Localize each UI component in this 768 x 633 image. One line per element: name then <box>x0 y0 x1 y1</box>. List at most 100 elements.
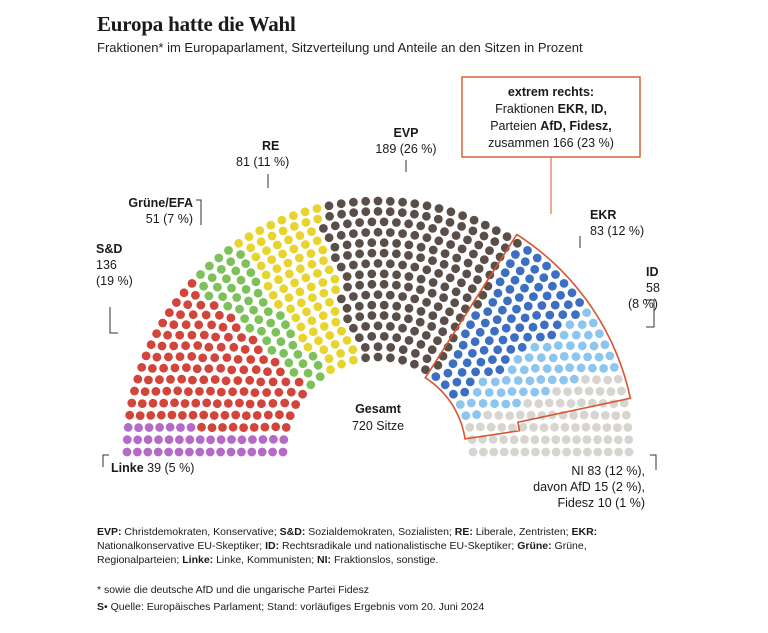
seat-s-d <box>268 399 278 408</box>
seat-ekr <box>520 257 530 267</box>
seat-s-d <box>207 423 217 432</box>
seat-s-d <box>220 410 230 420</box>
seat-gr-ne-efa <box>249 305 258 315</box>
seat-re <box>330 340 340 349</box>
seat-s-d <box>155 375 164 385</box>
seat-gr-ne-efa <box>276 311 285 320</box>
seat-re <box>324 265 334 275</box>
seat-s-d <box>204 364 214 373</box>
seat-s-d <box>240 345 250 354</box>
seat-re <box>279 284 289 294</box>
seat-re <box>313 269 322 278</box>
seat-re <box>318 278 328 287</box>
seat-evp <box>331 253 340 262</box>
seat-id <box>571 330 581 340</box>
seat-ni <box>624 447 634 457</box>
seat-id <box>513 376 523 385</box>
seat-evp <box>404 272 414 281</box>
seat-evp <box>410 262 420 272</box>
seat-id <box>472 387 482 397</box>
seat-s-d <box>182 363 191 372</box>
seat-linke <box>278 447 288 457</box>
seat-s-d <box>229 342 239 352</box>
seat-evp <box>343 219 352 229</box>
seat-evp <box>490 261 500 271</box>
seat-ekr <box>503 296 512 306</box>
seat-linke <box>164 447 174 457</box>
seat-ekr <box>558 310 568 320</box>
seat-gr-ne-efa <box>308 351 318 361</box>
seat-id <box>478 399 488 408</box>
seat-evp <box>361 353 370 363</box>
seat-id <box>577 320 587 330</box>
seat-ekr <box>461 329 470 339</box>
seat-ni <box>509 435 519 445</box>
seat-linke <box>216 435 226 445</box>
seat-s-d <box>199 410 209 420</box>
seat-ekr <box>468 348 477 358</box>
seat-ekr <box>493 345 503 355</box>
seat-ni <box>483 410 493 420</box>
seat-ekr <box>492 315 502 324</box>
seat-re <box>324 354 334 364</box>
seat-s-d <box>245 375 255 385</box>
seat-s-d <box>176 310 185 319</box>
seat-id <box>525 376 535 386</box>
seat-evp <box>469 249 478 259</box>
seat-re <box>294 253 304 263</box>
footnote: * sowie die deutsche AfD und die ungaris… <box>97 584 369 596</box>
seat-ekr <box>517 342 527 352</box>
seat-linke <box>143 447 153 457</box>
seat-evp <box>433 360 443 370</box>
seat-evp <box>434 204 444 213</box>
seat-id <box>519 365 529 375</box>
seat-s-d <box>241 411 251 421</box>
label-gruene-name: Grüne/EFA <box>128 196 193 210</box>
seat-ni <box>486 422 496 432</box>
seat-gr-ne-efa <box>231 266 241 276</box>
seat-gr-ne-efa <box>218 292 228 301</box>
seat-evp <box>480 220 490 230</box>
seat-re <box>330 307 340 316</box>
seat-re <box>251 252 261 262</box>
seat-ni <box>544 398 554 408</box>
seat-gr-ne-efa <box>288 340 298 350</box>
seat-evp <box>373 227 383 237</box>
seat-gr-ne-efa <box>271 327 281 337</box>
seat-evp <box>354 301 364 311</box>
seat-ni <box>518 422 528 432</box>
seat-evp <box>361 207 371 217</box>
seat-id <box>582 308 592 317</box>
seat-s-d <box>164 308 174 317</box>
seat-ni <box>623 423 633 432</box>
seat-s-d <box>270 357 280 367</box>
seat-ekr <box>559 279 569 288</box>
seat-ekr <box>529 292 538 301</box>
seat-ni <box>577 398 586 408</box>
seat-re <box>326 365 335 375</box>
seat-evp <box>433 336 442 346</box>
seat-ni <box>531 447 540 457</box>
seat-ni <box>595 387 605 396</box>
seat-ni <box>479 447 488 457</box>
seat-s-d <box>216 363 226 373</box>
seat-linke <box>237 447 246 457</box>
seat-evp <box>473 299 482 309</box>
seat-re <box>246 243 256 253</box>
seat-evp <box>379 332 389 341</box>
seat-re <box>296 264 305 274</box>
seat-ekr <box>452 377 462 387</box>
seat-gr-ne-efa <box>204 291 214 301</box>
seat-id <box>496 388 506 398</box>
label-ni-afd: davon AfD 15 (2 %), <box>533 480 645 494</box>
label-ni: NI 83 (12 %), <box>571 464 645 478</box>
seat-s-d <box>222 353 232 362</box>
seat-evp <box>373 207 383 216</box>
seat-ni <box>593 447 603 457</box>
seat-evp <box>474 240 484 250</box>
seat-re <box>325 297 334 307</box>
seat-linke <box>205 447 215 457</box>
seat-evp <box>379 269 389 279</box>
seat-re <box>263 281 273 291</box>
seat-re <box>301 218 311 227</box>
